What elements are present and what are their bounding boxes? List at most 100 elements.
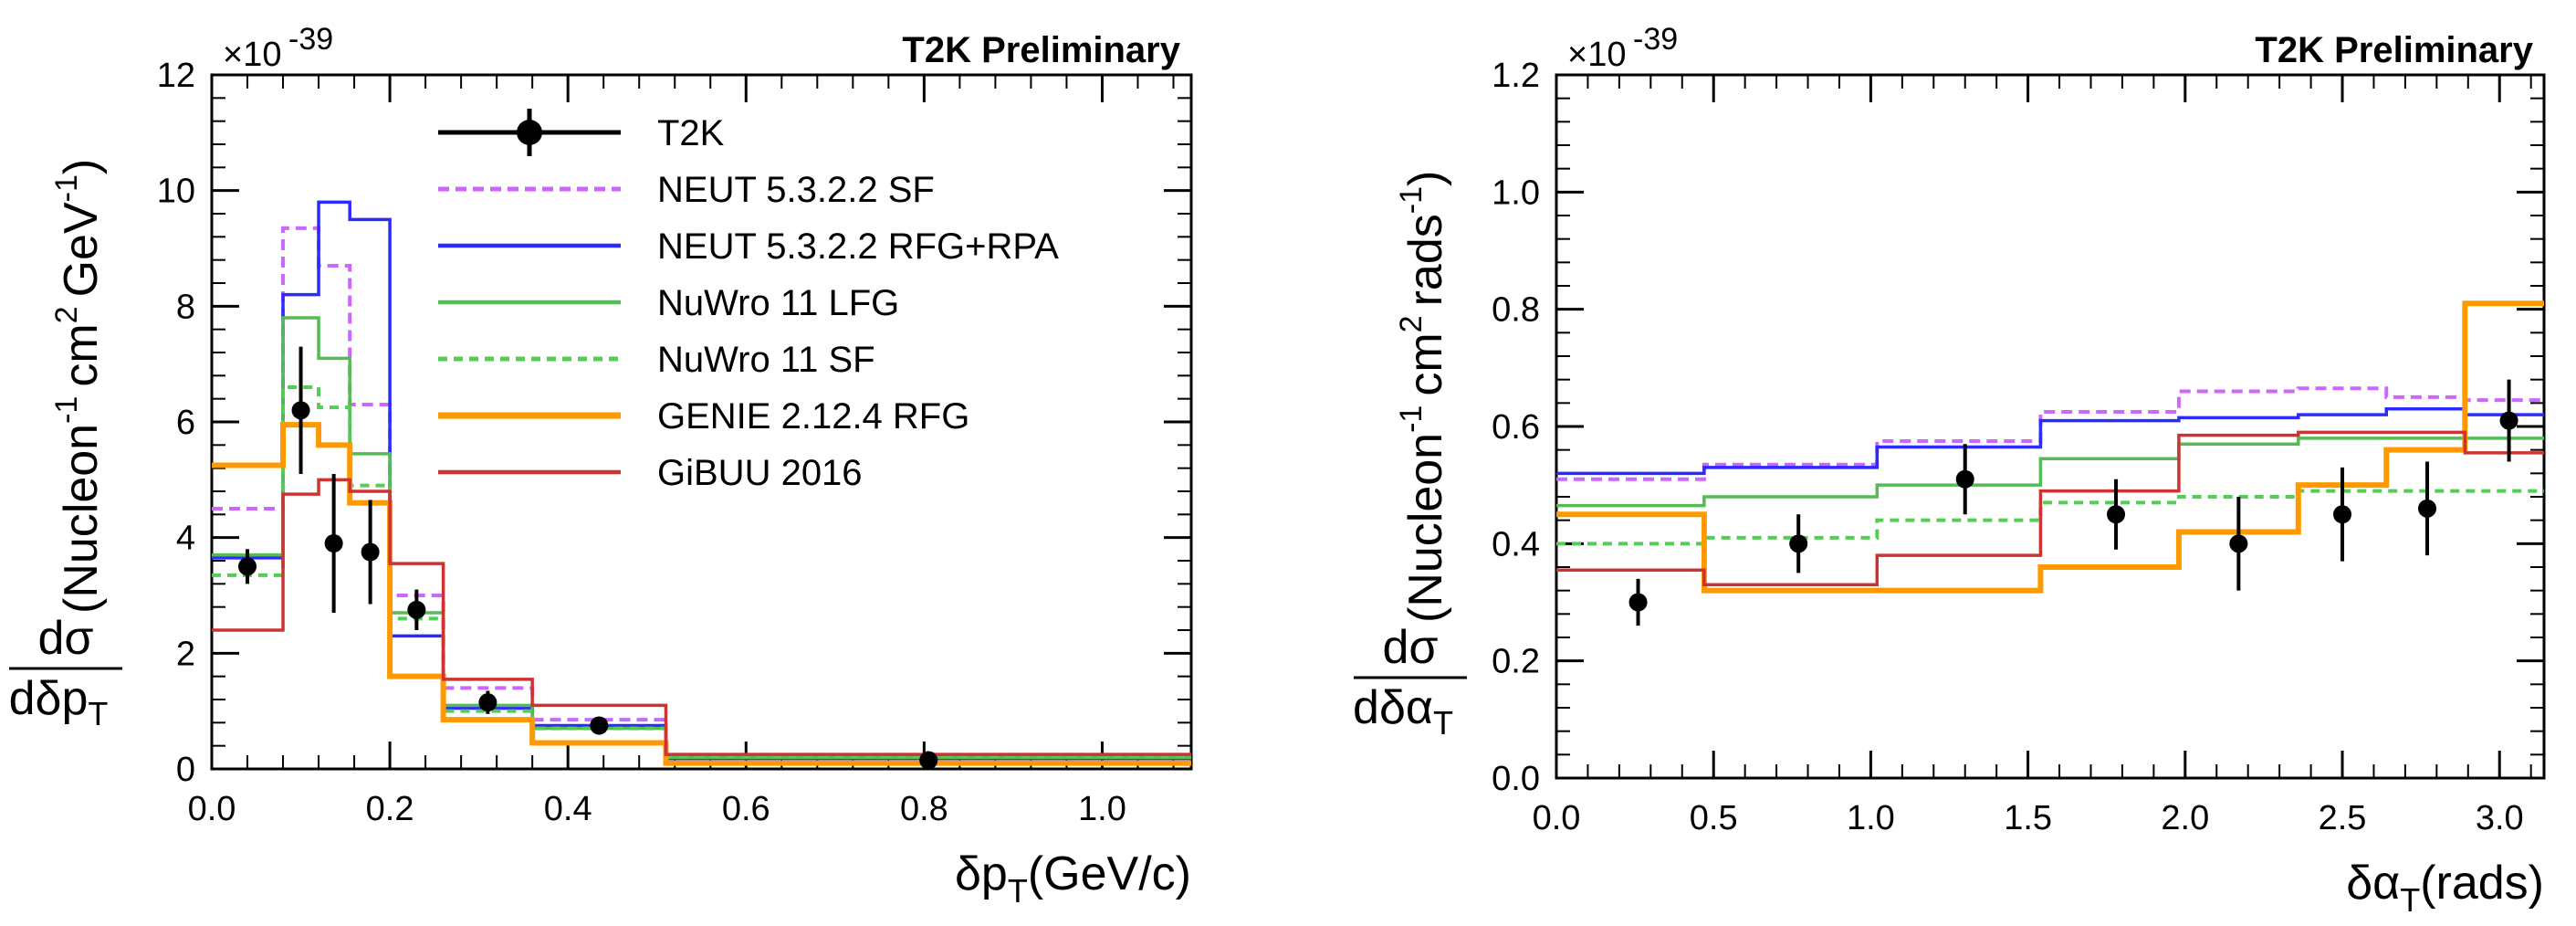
legend-swatch-marker bbox=[517, 120, 542, 145]
chart0-y-tick-label: 10 bbox=[157, 173, 195, 211]
chart0-x-axis-label: δpT(GeV/c) bbox=[955, 847, 1191, 910]
legend-entry-nuwro-11-sf: NuWro 11 SF bbox=[438, 340, 875, 380]
chart1-y-tick-label: 0.2 bbox=[1492, 643, 1540, 681]
chart0-y-fraction-denominator: dδpT bbox=[9, 672, 109, 732]
chart1-x-tick-label: 1.0 bbox=[1847, 799, 1895, 837]
chart-panel-dalphat: 0.0 0.2 0.4 0.6 0.8 1.0 1.2 0.0 0.5 1.0 1.5 2.0 2.5 3… bbox=[1353, 22, 2546, 919]
legend-entry-genie-2-12-4-rfg: GENIE 2.12.4 RFG bbox=[438, 396, 969, 437]
chart1-y-units-part2: cm bbox=[1399, 332, 1452, 395]
chart1-x-axis-label-symbol: δα bbox=[2346, 857, 2400, 910]
chart1-data-point bbox=[1955, 469, 1974, 489]
chart0-data-point bbox=[291, 401, 310, 420]
chart1-plot-frame bbox=[1555, 73, 2546, 780]
chart1-x-tick-label: 3.0 bbox=[2476, 799, 2524, 837]
legend: T2K NEUT 5.3.2.2 SF NEUT 5.3.2.2 RFG+RPA Nu… bbox=[438, 109, 1059, 493]
chart1-series-neut-5-3-2-2-sf bbox=[1556, 386, 2544, 481]
chart0-exponent-label: ×10 bbox=[223, 36, 281, 74]
legend-entry-nuwro-11-lfg: NuWro 11 LFG bbox=[438, 283, 899, 323]
legend-entry-neut-5-3-2-2-sf: NEUT 5.3.2.2 SF bbox=[438, 170, 935, 210]
chart1-data-point bbox=[2107, 505, 2126, 524]
chart0-y-units-part3: GeV bbox=[55, 202, 108, 297]
chart-panel-dpt: 0 2 4 6 8 10 12 0.0 0.2 0.4 0.6 0.8 1.0 T2K Prelimina… bbox=[9, 22, 1193, 910]
chart1-y-units-part1: (Nucleon bbox=[1399, 433, 1452, 623]
chart0-y-axis-fraction: dσ dδpT bbox=[9, 612, 122, 732]
chart0-y-tick-label: 6 bbox=[176, 404, 195, 442]
chart1-y-tick-label: 0.6 bbox=[1492, 408, 1540, 447]
legend-label: GiBUU 2016 bbox=[657, 453, 863, 493]
legend-label: NuWro 11 LFG bbox=[657, 283, 899, 323]
chart1-data-point bbox=[2499, 411, 2518, 430]
chart0-x-axis-label-units: (GeV/c) bbox=[1028, 847, 1191, 900]
chart1-y-fraction-numerator: dσ bbox=[1382, 621, 1438, 674]
chart0-plot-area bbox=[212, 200, 1191, 769]
legend-entry-neut-5-3-2-2-rfg-rpa: NEUT 5.3.2.2 RFG+RPA bbox=[438, 226, 1059, 267]
chart1-x-axis-label: δαT(rads) bbox=[2346, 857, 2544, 919]
legend-label: NEUT 5.3.2.2 RFG+RPA bbox=[657, 226, 1059, 267]
chart1-y-tick-label: 0.8 bbox=[1492, 291, 1540, 330]
chart0-data-point bbox=[478, 693, 497, 712]
chart0-x-tick-label: 1.0 bbox=[1078, 790, 1126, 828]
chart1-y-fraction-denominator: dδαT bbox=[1353, 681, 1453, 742]
chart1-y-tick-label: 1.0 bbox=[1492, 174, 1540, 212]
chart1-x-tick-label: 0.5 bbox=[1690, 799, 1738, 837]
chart0-x-tick-label: 0.4 bbox=[544, 790, 592, 828]
chart1-data-point bbox=[1789, 534, 1808, 553]
chart1-data-point bbox=[2418, 499, 2437, 518]
chart1-y-axis-fraction: dσ dδαT bbox=[1353, 621, 1467, 742]
legend-label: T2K bbox=[657, 113, 725, 153]
chart0-x-tick-label: 0.6 bbox=[722, 790, 770, 828]
chart0-data-point bbox=[361, 542, 380, 562]
chart0-x-tick-label: 0.2 bbox=[366, 790, 414, 828]
chart0-y-units-part2: cm bbox=[55, 323, 108, 386]
chart1-y-tick-label: 0.0 bbox=[1492, 760, 1540, 798]
chart0-x-tick-label: 0.0 bbox=[188, 790, 236, 828]
chart1-x-tick-label: 0.0 bbox=[1533, 799, 1581, 837]
chart1-y-units-exp2: 2 bbox=[1394, 315, 1429, 332]
legend-label: GENIE 2.12.4 RFG bbox=[657, 396, 969, 437]
chart0-x-tick-label: 0.8 bbox=[900, 790, 948, 828]
chart0-y-fraction-den-sub: T bbox=[88, 695, 108, 732]
chart1-y-fraction-den-sub: T bbox=[1433, 704, 1453, 742]
chart0-data-point bbox=[324, 534, 343, 552]
legend-label: NEUT 5.3.2.2 SF bbox=[657, 170, 935, 210]
legend-entry-t2k: T2K bbox=[438, 109, 725, 156]
chart1-data-point bbox=[2229, 534, 2248, 553]
chart0-data-point bbox=[407, 600, 426, 619]
chart0-y-tick-label: 4 bbox=[176, 520, 195, 558]
chart1-y-tick-label: 1.2 bbox=[1492, 57, 1540, 95]
chart1-series-neut-5-3-2-2-rfg-rpa bbox=[1556, 407, 2544, 476]
chart0-y-tick-label: 8 bbox=[176, 288, 195, 326]
chart0-exponent-power: -39 bbox=[288, 22, 333, 57]
chart0-data-point bbox=[238, 557, 257, 576]
chart1-exponent-power: -39 bbox=[1633, 22, 1678, 57]
legend-label: NuWro 11 SF bbox=[657, 340, 875, 380]
chart1-data-point bbox=[1628, 593, 1648, 612]
chart0-y-units-exp2: 2 bbox=[49, 306, 84, 323]
chart1-x-axis-label-sub: T bbox=[2400, 881, 2420, 919]
chart1-exponent-label: ×10 bbox=[1567, 36, 1626, 74]
chart1-y-units-close: ) bbox=[1399, 171, 1452, 186]
chart1-x-axis-label-units: (rads) bbox=[2420, 857, 2544, 910]
chart1-plot-area bbox=[1556, 300, 2544, 626]
chart1-y-units-exp1: -1 bbox=[1394, 405, 1429, 433]
chart1-series-nuwro-11-lfg bbox=[1556, 437, 2544, 508]
chart1-x-tick-label: 2.5 bbox=[2319, 799, 2367, 837]
chart0-series-gibuu-2016 bbox=[212, 478, 1191, 756]
chart0-y-fraction-numerator: dσ bbox=[37, 612, 93, 665]
chart0-y-units-exp3: -1 bbox=[49, 174, 84, 202]
chart0-y-axis-units: (Nucleon-1cm2GeV-1) bbox=[49, 159, 108, 614]
chart0-y-tick-label: 0 bbox=[176, 751, 195, 789]
chart0-series-nuwro-11-sf bbox=[212, 385, 1191, 759]
chart1-y-units-part3: rads bbox=[1399, 214, 1452, 306]
chart1-y-axis-units: (Nucleon-1cm2rads-1) bbox=[1394, 171, 1452, 623]
chart1-series-nuwro-11-sf bbox=[1556, 489, 2544, 546]
chart1-x-tick-label: 2.0 bbox=[2161, 799, 2209, 837]
chart1-y-fraction-den-symbol: dδα bbox=[1353, 681, 1433, 734]
chart0-y-tick-label: 2 bbox=[176, 635, 195, 673]
chart0-y-units-close: ) bbox=[55, 159, 108, 174]
chart1-y-units-exp3: -1 bbox=[1394, 186, 1429, 214]
chart0-y-tick-label: 12 bbox=[157, 57, 195, 95]
chart1-series-gibuu-2016 bbox=[1556, 430, 2544, 586]
chart0-y-units-exp1: -1 bbox=[49, 396, 84, 424]
